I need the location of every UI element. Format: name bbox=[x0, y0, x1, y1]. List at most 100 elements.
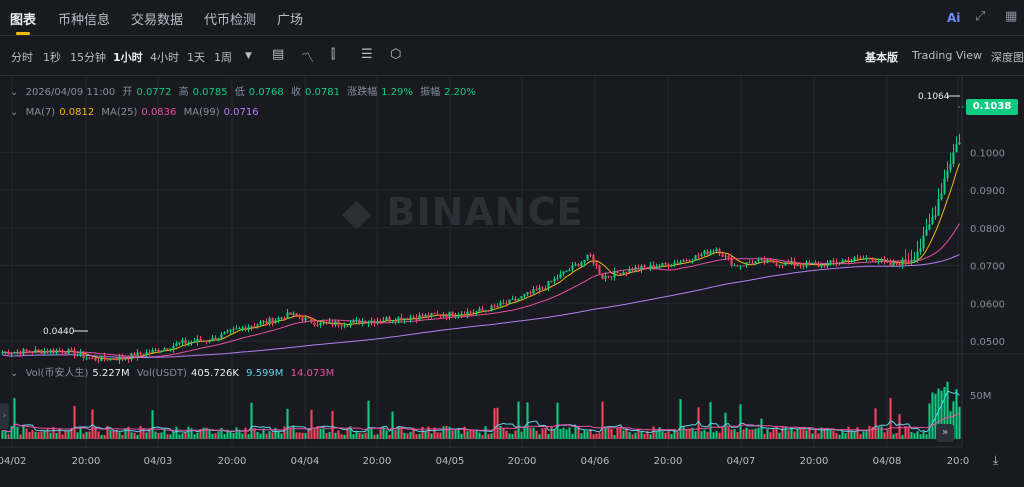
candle-body bbox=[895, 262, 898, 264]
candle-body bbox=[523, 294, 526, 297]
volume-bar bbox=[427, 426, 430, 439]
volume-bar bbox=[676, 431, 679, 439]
volume-bar bbox=[619, 426, 622, 439]
tab-token-check[interactable]: 代币检测 bbox=[204, 13, 257, 28]
timeframe-line[interactable]: 分时 bbox=[11, 51, 33, 64]
candle-body bbox=[196, 338, 199, 342]
view-depth[interactable]: 深度图 bbox=[991, 51, 1024, 64]
volume-bar bbox=[616, 427, 619, 439]
tab-square[interactable]: 广场 bbox=[277, 13, 304, 28]
ai-icon[interactable]: Ai bbox=[947, 11, 961, 25]
tab-chart[interactable]: 图表 bbox=[10, 13, 37, 28]
candle-body bbox=[79, 352, 82, 355]
volume-bar bbox=[22, 426, 25, 439]
tab-coin-info[interactable]: 币种信息 bbox=[58, 13, 111, 28]
candle-body bbox=[580, 262, 583, 267]
timeframe-4h[interactable]: 4小时 bbox=[150, 51, 179, 64]
volume-bar bbox=[442, 426, 445, 439]
side-expand-button[interactable]: › bbox=[0, 403, 9, 429]
scroll-latest-button[interactable]: » bbox=[936, 424, 954, 442]
volume-bar bbox=[679, 399, 682, 439]
candle-body bbox=[745, 262, 748, 266]
more-timeframes-icon[interactable]: ▼ bbox=[245, 51, 252, 61]
timeframe-1s[interactable]: 1秒 bbox=[43, 51, 61, 64]
volume-bar bbox=[736, 432, 739, 439]
candle-body bbox=[115, 359, 118, 361]
volume-bar bbox=[178, 434, 181, 439]
volume-bar bbox=[529, 427, 532, 439]
candle-body bbox=[463, 314, 466, 316]
candle-body bbox=[106, 358, 109, 361]
candle-body bbox=[808, 262, 811, 265]
x-tick-label: 20:0 bbox=[947, 456, 969, 467]
view-basic[interactable]: 基本版 bbox=[865, 51, 898, 64]
vol-ma1-value: 9.599M bbox=[246, 368, 284, 379]
volume-bar bbox=[376, 434, 379, 439]
volume-bar bbox=[511, 434, 514, 439]
candle-body bbox=[286, 312, 289, 319]
volume-bar bbox=[514, 430, 517, 439]
volume-bar bbox=[463, 426, 466, 439]
candle-body bbox=[256, 324, 259, 327]
tab-trading-data[interactable]: 交易数据 bbox=[131, 13, 184, 28]
volume-bar bbox=[928, 403, 931, 439]
view-tradingview[interactable]: Trading View bbox=[912, 49, 982, 62]
candle-body bbox=[19, 351, 22, 355]
candle-body bbox=[322, 322, 325, 324]
kline-chart[interactable]: 0.10000.09000.08000.07000.06000.050050M … bbox=[0, 76, 1024, 487]
candle-body bbox=[307, 317, 310, 319]
volume-bar bbox=[142, 428, 145, 439]
amplitude-value: 2.20% bbox=[444, 87, 476, 98]
volume-bar bbox=[643, 434, 646, 439]
candle-body bbox=[160, 350, 163, 353]
vol-info: ⌄ Vol(币安人生) 5.227M Vol(USDT) 405.726K 9.59… bbox=[10, 368, 335, 379]
candle-body bbox=[547, 281, 550, 289]
x-tick-label: 20:00 bbox=[363, 456, 392, 467]
volume-bar bbox=[490, 433, 493, 439]
candle-body bbox=[793, 260, 796, 266]
candle-body bbox=[7, 351, 10, 355]
x-tick-label: 04/04 bbox=[291, 456, 320, 467]
volume-bar bbox=[121, 434, 124, 439]
volume-bar bbox=[886, 428, 889, 439]
candle-body bbox=[241, 327, 244, 329]
candle-body bbox=[928, 224, 931, 230]
grid-layout-icon[interactable]: ▦ bbox=[1005, 9, 1018, 24]
candle-body bbox=[829, 260, 832, 263]
volume-bar bbox=[484, 426, 487, 439]
candle-body bbox=[502, 302, 505, 304]
volume-bar bbox=[745, 427, 748, 439]
collapse-icon[interactable]: ⌄ bbox=[10, 87, 19, 98]
candle-body bbox=[664, 263, 667, 265]
change-value: 1.29% bbox=[381, 87, 413, 98]
volume-bar bbox=[400, 427, 403, 439]
settings-list-icon[interactable]: ☰ bbox=[361, 47, 373, 62]
candle-body bbox=[382, 320, 385, 322]
volume-bar bbox=[673, 429, 676, 439]
timeframe-15m[interactable]: 15分钟 bbox=[70, 51, 106, 64]
calendar-icon[interactable]: ▤ bbox=[272, 47, 285, 62]
candle-body bbox=[232, 329, 235, 331]
volume-bar bbox=[910, 431, 913, 439]
timeframe-1h[interactable]: 1小时 bbox=[113, 51, 143, 64]
candle-body bbox=[361, 321, 364, 325]
chart-toolbar: 分时 1秒 15分钟 1小时 4小时 1天 1周 ▼ ▤ 〽 ⫿ ☰ ⬡ 基本版… bbox=[0, 36, 1024, 76]
candle-type-icon[interactable]: ⫿ bbox=[331, 47, 336, 62]
hexagon-settings-icon[interactable]: ⬡ bbox=[390, 47, 402, 62]
timeframe-1w[interactable]: 1周 bbox=[214, 51, 232, 64]
volume-bar bbox=[940, 390, 943, 439]
volume-bar bbox=[370, 428, 373, 439]
volume-bar bbox=[664, 432, 667, 439]
expand-icon[interactable]: ⤢ bbox=[975, 9, 986, 24]
candle-body bbox=[478, 308, 481, 312]
collapse-ma-icon[interactable]: ⌄ bbox=[10, 107, 19, 118]
indicator-icon[interactable]: 〽 bbox=[301, 51, 315, 66]
candle-body bbox=[82, 352, 85, 359]
volume-bar bbox=[241, 433, 244, 439]
timeframe-1d[interactable]: 1天 bbox=[187, 51, 205, 64]
volume-bar bbox=[154, 431, 157, 439]
collapse-vol-icon[interactable]: ⌄ bbox=[10, 368, 19, 379]
volume-bar bbox=[115, 429, 118, 439]
candle-body bbox=[427, 314, 430, 317]
reset-axis-icon[interactable]: ⤓ bbox=[993, 453, 999, 467]
